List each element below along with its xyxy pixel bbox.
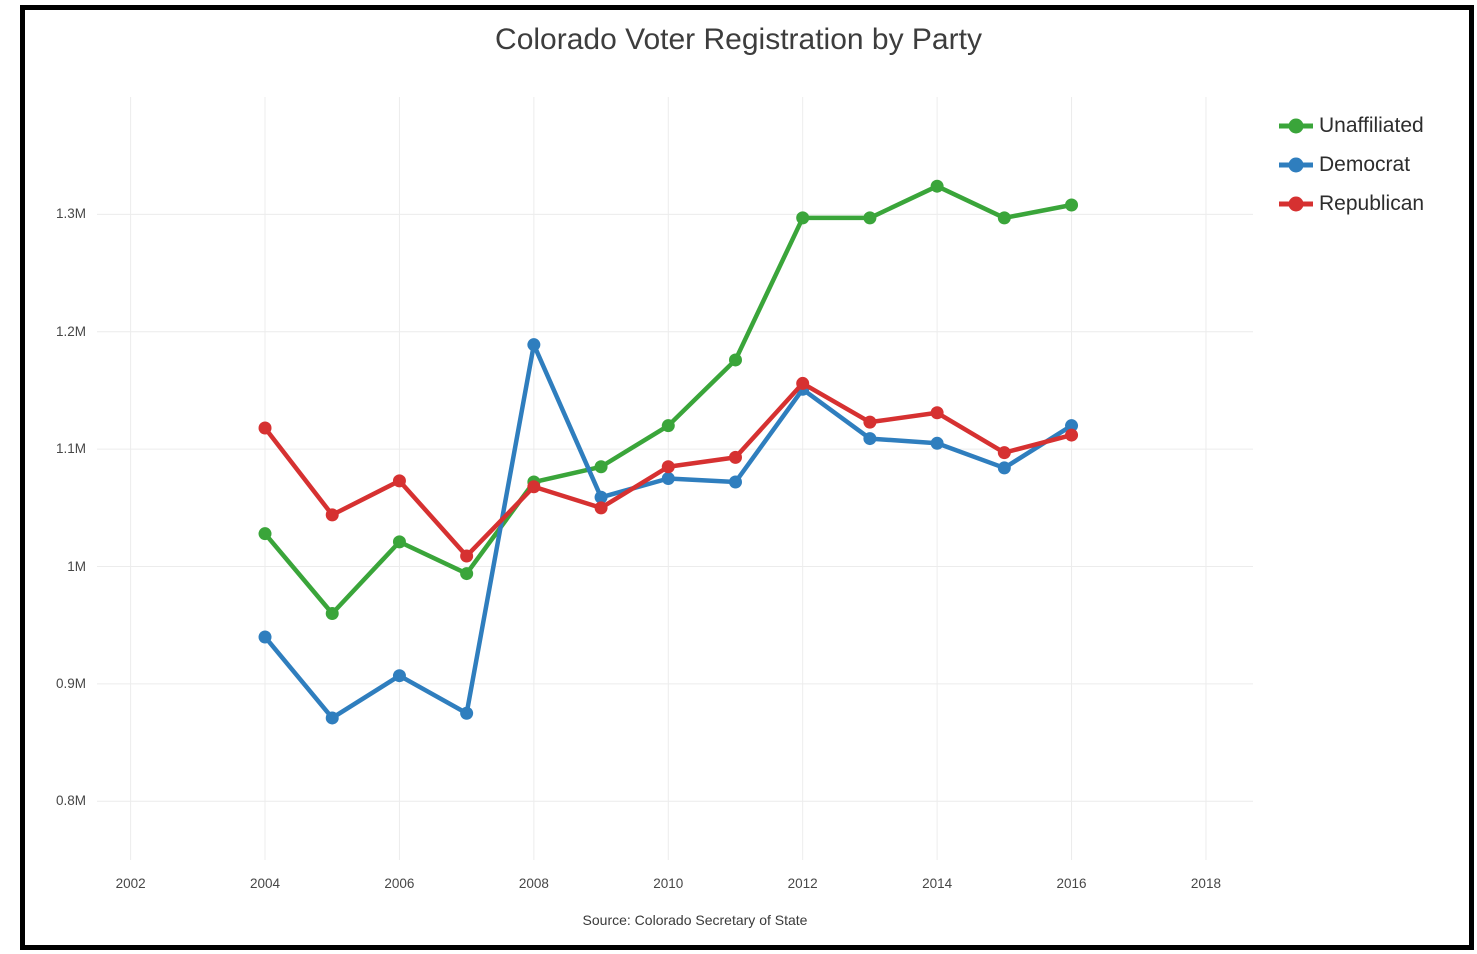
series-unaffiliated (258, 179, 1079, 620)
legend-marker-republican-icon (1279, 196, 1313, 211)
legend-item-unaffiliated[interactable]: Unaffiliated (1278, 106, 1424, 145)
x-tick-label-2010: 2010 (653, 876, 684, 891)
point-democrat-2014 (930, 436, 944, 450)
point-democrat-2009 (594, 490, 608, 504)
series-republican (258, 376, 1079, 563)
y-tick-label-1M: 1M (67, 558, 86, 574)
point-democrat-2013 (863, 432, 877, 446)
point-democrat-2010 (661, 472, 675, 485)
source-caption: Source: Colorado Secretary of State (582, 912, 808, 928)
point-republican-2016 (1065, 428, 1079, 442)
point-unaffiliated-2010 (661, 419, 675, 433)
x-tick-label-2014: 2014 (922, 876, 953, 891)
point-republican-2012 (796, 376, 810, 390)
point-democrat-2006 (392, 669, 406, 683)
point-republican-2007 (460, 549, 474, 563)
y-tick-label-0.9M: 0.9M (55, 675, 86, 691)
point-republican-2010 (661, 460, 675, 474)
point-republican-2014 (930, 406, 944, 420)
chart-title: Colorado Voter Registration by Party (495, 23, 982, 56)
point-democrat-2015 (997, 461, 1011, 475)
point-unaffiliated-2013 (863, 211, 877, 225)
point-democrat-2005 (325, 711, 339, 725)
legend-label-democrat: Democrat (1319, 152, 1411, 176)
point-democrat-2016 (1065, 419, 1079, 433)
point-republican-2004 (258, 421, 272, 435)
legend-item-republican[interactable]: Republican (1278, 184, 1424, 223)
point-democrat-2008 (527, 338, 541, 352)
point-unaffiliated-2011 (728, 353, 742, 367)
legend-label-republican: Republican (1319, 191, 1425, 215)
x-tick-label-2004: 2004 (249, 876, 281, 891)
point-democrat-2007 (460, 706, 474, 720)
point-republican-2015 (997, 446, 1011, 460)
x-tick-label-2002: 2002 (115, 876, 146, 891)
point-democrat-2011 (728, 475, 742, 489)
point-republican-2011 (728, 450, 742, 464)
chart-legend: Unaffiliated Democrat Republican (1278, 106, 1424, 223)
y-tick-label-1.3M: 1.3M (55, 206, 86, 222)
point-republican-2008 (527, 480, 541, 494)
x-tick-label-2016: 2016 (1056, 876, 1087, 891)
x-tick-label-2012: 2012 (787, 876, 818, 891)
point-unaffiliated-2009 (594, 460, 608, 474)
point-republican-2009 (594, 501, 608, 515)
y-tick-label-1.2M: 1.2M (55, 323, 86, 339)
legend-item-democrat[interactable]: Democrat (1278, 145, 1424, 184)
point-republican-2013 (863, 415, 877, 429)
y-tick-label-0.8M: 0.8M (55, 793, 86, 809)
point-unaffiliated-2004 (258, 527, 272, 541)
point-unaffiliated-2012 (796, 211, 810, 225)
x-tick-label-2018: 2018 (1190, 876, 1221, 891)
x-tick-label-2006: 2006 (384, 876, 415, 891)
y-tick-label-1.1M: 1.1M (55, 441, 86, 457)
point-republican-2005 (325, 508, 339, 522)
point-unaffiliated-2007 (460, 567, 474, 581)
legend-marker-unaffiliated-icon (1279, 118, 1313, 133)
point-unaffiliated-2015 (997, 211, 1011, 225)
point-unaffiliated-2006 (392, 535, 406, 549)
legend-marker-democrat-icon (1279, 157, 1313, 172)
point-unaffiliated-2014 (930, 179, 944, 193)
point-democrat-2004 (258, 630, 272, 644)
x-tick-label-2008: 2008 (518, 876, 549, 891)
point-republican-2006 (392, 474, 406, 488)
page-border-frame (20, 5, 1474, 950)
legend-label-unaffiliated: Unaffiliated (1319, 113, 1424, 137)
point-unaffiliated-2016 (1065, 198, 1079, 212)
point-unaffiliated-2005 (325, 606, 339, 620)
